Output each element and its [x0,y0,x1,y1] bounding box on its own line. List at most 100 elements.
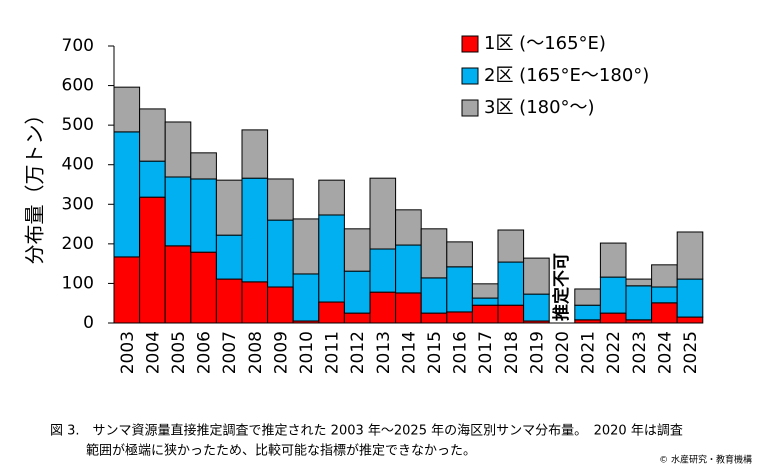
bar-segment [343,270,371,314]
bar-segment [471,297,499,306]
bar-segment [215,234,243,280]
y-axis-label: 分布量（万トン） [23,105,47,265]
x-tick-label: 2017 [476,331,496,374]
y-tick-label: 500 [62,115,94,135]
x-tick-label: 2019 [527,331,547,374]
bar-segment [420,277,448,314]
bar-segment [369,248,397,293]
bar-segment [369,291,397,324]
bar-segment [497,229,525,263]
bar-segment [267,219,294,288]
bar-segment [343,228,371,272]
x-tick-label: 2009 [271,331,291,374]
bar-segment [292,218,320,275]
bar-segment [139,108,166,162]
x-tick-label: 2022 [604,331,624,374]
bar-segment [446,266,473,313]
bar-segment [267,286,294,324]
y-tick-label: 700 [62,36,94,56]
bar-segment [343,312,371,324]
legend-label: 1区 (〜165°E) [484,33,606,54]
bar-segment [318,214,345,303]
bar-segment [164,176,192,247]
bar-segment [113,131,141,258]
bar-segment [164,245,192,324]
bar-segment [164,121,192,178]
bar-segment [190,152,217,180]
annotation: 推定不可 [551,253,572,321]
bar-segment [241,281,269,324]
bar-segment [267,178,294,221]
legend-swatch [461,35,479,53]
bar-segment [523,257,550,295]
bar-segment [241,129,269,179]
x-tick-label: 2021 [579,331,599,374]
bar-segment [292,273,320,322]
bar-segment [471,304,499,324]
bar-segment [651,264,678,288]
bar-segment [318,301,345,324]
x-tick-label: 2004 [143,331,163,374]
bar-segment [190,251,217,324]
bar-segment [625,278,653,287]
bar-segment [574,288,601,306]
x-tick-label: 2006 [195,331,215,374]
x-tick-label: 2025 [681,331,701,374]
bar-segment [113,256,141,324]
bar-segment [471,283,499,299]
bar-segment [420,312,448,324]
x-tick-label: 2008 [246,331,266,374]
x-tick-label: 2024 [655,331,675,374]
x-tick-label: 2012 [348,331,368,374]
y-tick-label: 300 [62,194,94,214]
legend-swatch [461,67,479,85]
legend-swatch [461,99,479,117]
bar-segment [676,231,704,280]
bar-segment [676,278,704,318]
caption: 図 3. サンマ資源量直接推定調査で推定された 2003 年〜2025 年の海区… [50,423,683,439]
x-tick-label: 2011 [323,331,343,374]
bar-segment [139,196,166,324]
y-tick-label: 200 [62,234,94,254]
bar-segment [395,292,422,324]
y-tick-label: 100 [62,273,94,293]
legend-label: 3区 (180°〜) [484,97,595,118]
x-tick-label: 2010 [297,331,317,374]
bar-segment [446,311,473,324]
bar-segment [574,304,601,321]
bar-segment [446,241,473,268]
bar-segment [599,312,627,324]
bar-segment [241,177,269,283]
bar-segment [318,179,345,216]
bar-segment [625,285,653,321]
bar-segment [599,242,627,278]
copyright: © 水産研究・教育機構 [659,454,752,466]
x-tick-label: 2023 [630,331,650,374]
bar-segment [651,286,678,304]
x-tick-label: 2007 [220,331,240,374]
bar-segment [190,178,217,253]
bar-segment [369,177,397,250]
bar-segment [420,228,448,279]
bar-segment [395,244,422,294]
x-tick-label: 2020 [553,331,573,374]
x-tick-label: 2018 [502,331,522,374]
bar-segment [497,261,525,306]
x-tick-label: 2005 [169,331,189,374]
y-tick-label: 0 [83,313,94,333]
x-tick-label: 2015 [425,331,445,374]
bar-segment [395,209,422,246]
y-tick-label: 400 [62,155,94,175]
x-tick-label: 2013 [374,331,394,374]
legend-label: 2区 (165°E〜180°) [484,65,649,86]
bar-segment [676,316,704,324]
bar-segment [497,304,525,324]
y-tick-label: 600 [62,76,94,96]
bar-segment [215,278,243,324]
bar-segment [139,160,166,198]
bar-segment [651,302,678,324]
bar-segment [523,293,550,322]
caption: 範囲が極端に狭かったため、比較可能な指標が推定できなかった。 [86,443,476,459]
bar-segment [599,276,627,314]
